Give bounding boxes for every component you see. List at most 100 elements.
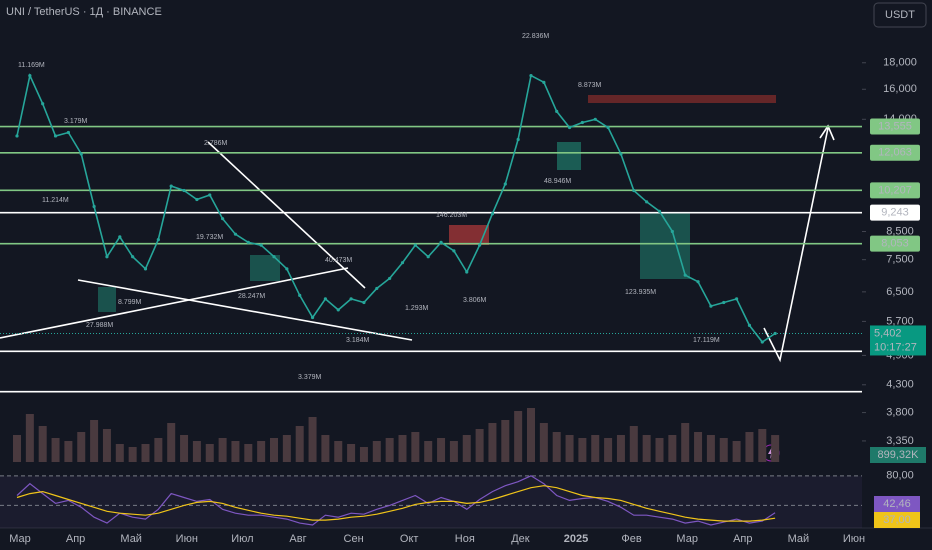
- x-tick-label: Апр: [733, 533, 752, 545]
- volume-bar: [629, 426, 638, 462]
- price-point: [516, 137, 520, 142]
- volume-bar: [244, 444, 253, 462]
- level-label: 9,243: [881, 207, 909, 219]
- price-point: [413, 243, 417, 247]
- volume-bar: [578, 438, 587, 462]
- level-label-box: [870, 118, 920, 135]
- price-point: [747, 323, 752, 327]
- volume-annotation: 19.732M: [196, 234, 223, 241]
- volume-bar: [514, 411, 523, 462]
- current-price-label: 5,402: [874, 327, 902, 339]
- price-point: [298, 293, 302, 297]
- price-point: [182, 188, 186, 193]
- price-point: [696, 280, 700, 284]
- price-point: [426, 255, 430, 259]
- price-point: [503, 182, 507, 186]
- rsi-ma-label: 37,00: [883, 514, 911, 526]
- alert-icon-bolt: [768, 447, 774, 459]
- rsi-label-box: [874, 496, 920, 512]
- volume-bar: [167, 423, 176, 462]
- x-tick-label: Май: [788, 533, 810, 545]
- price-point: [555, 109, 559, 113]
- volume-annotation: 40.473M: [325, 257, 352, 264]
- volume-annotation: 48.946M: [544, 178, 571, 185]
- price-point: [632, 188, 636, 193]
- volume-bar: [295, 426, 304, 462]
- volume-annotation: 11.214M: [42, 197, 69, 204]
- price-point: [169, 184, 173, 188]
- volume-label: 899,32K: [878, 449, 920, 461]
- price-point: [439, 240, 443, 244]
- volume-annotation: 123.935M: [625, 289, 656, 296]
- currency-button[interactable]: [873, 2, 927, 28]
- level-label-box: [870, 144, 920, 161]
- price-point: [400, 261, 405, 265]
- volume-bar: [192, 441, 201, 462]
- volume-annotation: 3.184M: [346, 337, 370, 344]
- volume-bar: [38, 426, 47, 462]
- price-point: [323, 297, 327, 301]
- price-point: [683, 273, 687, 277]
- y-tick-label: 6,500: [886, 286, 914, 298]
- price-point: [349, 297, 353, 301]
- volume-annotation: 11.169M: [18, 62, 45, 69]
- volume-bar: [257, 441, 266, 462]
- volume-bar: [359, 447, 368, 462]
- volume-annotation: 27.988M: [86, 322, 113, 329]
- trendlines: [0, 124, 835, 363]
- price-point: [388, 276, 392, 281]
- x-tick-label: Май: [120, 533, 142, 545]
- volume-bar: [591, 435, 600, 462]
- price-point: [593, 117, 597, 121]
- price-point: [92, 204, 96, 209]
- volume-bar: [308, 417, 317, 462]
- volume-bar: [270, 438, 278, 462]
- current-price-box: [870, 325, 926, 356]
- y-tick-label: 8,500: [886, 225, 914, 237]
- price-point: [66, 130, 70, 135]
- rsi-label: 42,46: [883, 498, 911, 510]
- volume-bar: [424, 441, 433, 462]
- currency-button-label[interactable]: USDT: [885, 9, 915, 21]
- volume-bar: [334, 441, 343, 462]
- x-tick-label: 2025: [564, 533, 588, 545]
- volume-bar: [565, 435, 574, 462]
- price-point: [53, 134, 58, 138]
- y-tick-label: 5,700: [886, 315, 914, 327]
- order-block: [250, 255, 280, 281]
- price-point: [246, 240, 250, 244]
- price-point: [709, 304, 713, 308]
- price-point: [118, 235, 122, 239]
- price-point: [580, 120, 585, 125]
- volume-bar: [706, 435, 715, 462]
- volume-annotation: 8.799M: [118, 299, 142, 306]
- volume-bar: [90, 420, 99, 462]
- level-label: 8,053: [881, 238, 909, 250]
- volume-bar: [745, 432, 754, 462]
- volume-bar: [115, 444, 124, 462]
- volume-bar: [758, 429, 767, 462]
- price-point: [362, 300, 366, 305]
- volume-bar: [205, 444, 214, 462]
- volume-annotation: 17.119M: [693, 337, 720, 344]
- volume-annotation: 22.836M: [522, 33, 549, 40]
- price-point: [79, 152, 83, 156]
- volume-bar: [13, 435, 21, 462]
- y-tick-label: 7,500: [886, 254, 914, 266]
- price-point: [542, 80, 546, 84]
- price-point: [606, 125, 610, 130]
- x-tick-label: Мар: [9, 533, 31, 545]
- volume-annotation: 3.379M: [298, 374, 322, 381]
- volume-bar: [321, 435, 330, 462]
- price-point: [465, 270, 469, 274]
- volume-bar: [218, 438, 227, 462]
- volume-bar: [655, 438, 664, 462]
- price-point: [529, 74, 533, 78]
- volume-bar: [642, 435, 651, 462]
- price-point: [722, 300, 726, 305]
- price-point: [41, 102, 45, 106]
- price-point: [156, 237, 160, 242]
- price-point: [452, 249, 456, 253]
- volume-annotation: 3.179M: [64, 118, 88, 125]
